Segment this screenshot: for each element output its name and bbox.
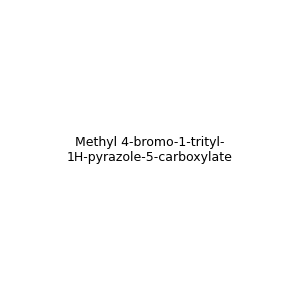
Text: Methyl 4-bromo-1-trityl-
1H-pyrazole-5-carboxylate: Methyl 4-bromo-1-trityl- 1H-pyrazole-5-c… <box>67 136 233 164</box>
